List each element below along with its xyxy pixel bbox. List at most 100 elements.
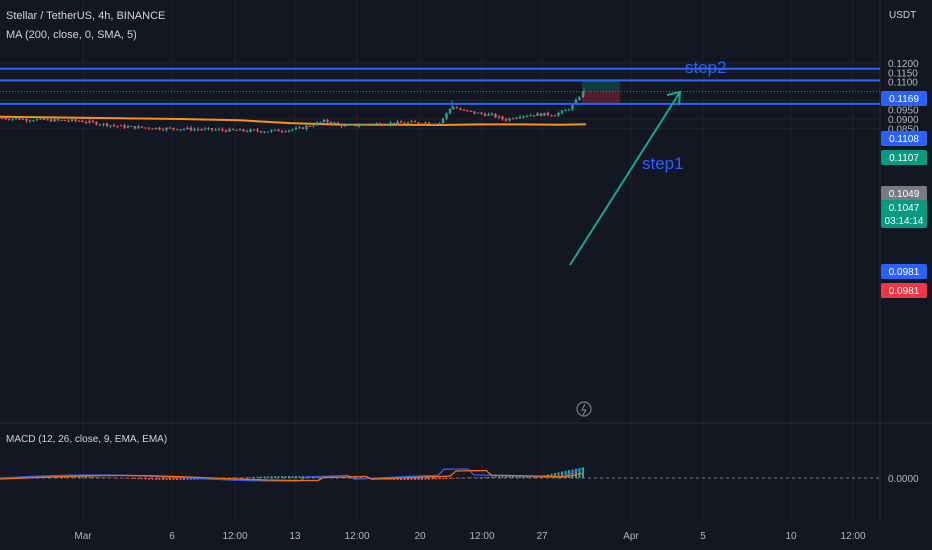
macd-histogram-bar: [498, 476, 500, 478]
price-badge: [881, 150, 927, 165]
macd-histogram-bar: [190, 478, 192, 480]
candle-body: [490, 113, 494, 115]
macd-histogram-bar: [491, 476, 493, 478]
candle-body: [77, 120, 81, 122]
macd-histogram-bar: [431, 478, 434, 480]
candle-body: [567, 109, 571, 111]
macd-histogram-bar: [561, 471, 563, 478]
macd-histogram-bar: [424, 478, 427, 480]
macd-histogram-bar: [176, 478, 178, 480]
price-badge: [881, 131, 927, 146]
candle-body: [42, 118, 46, 120]
candle-body: [448, 108, 452, 114]
horizontal-levels[interactable]: [0, 67, 880, 105]
candle-body: [67, 120, 70, 122]
macd-indicator-label[interactable]: MACD (12, 26, close, 9, EMA, EMA): [6, 434, 168, 445]
candle-body: [35, 119, 39, 121]
candle-body: [459, 108, 462, 110]
candle-body: [49, 119, 53, 122]
macd-histogram-bar: [554, 472, 556, 478]
macd-histogram-bar: [67, 476, 70, 478]
ma-200-line: [0, 115, 587, 126]
time-tick-label: 12:00: [222, 531, 247, 542]
macd-histogram-bar: [106, 477, 108, 478]
candle-body: [175, 129, 179, 131]
loss-zone: [582, 91, 620, 104]
candle-body: [308, 125, 312, 127]
macd-histogram-bar: [417, 478, 420, 480]
candle-body: [511, 118, 515, 120]
candle-body: [4, 118, 7, 120]
candle-body: [501, 116, 504, 120]
macd-histogram-bar: [571, 469, 574, 478]
candle-body: [298, 127, 301, 129]
candle-body: [389, 122, 392, 125]
price-badge-label: 0.1107: [889, 153, 919, 164]
candle-body: [228, 128, 231, 132]
macd-histogram-bar: [487, 476, 490, 478]
macd-histogram-bar: [302, 476, 304, 478]
macd-histogram-bar: [354, 478, 357, 479]
macd-histogram-bar: [260, 476, 262, 478]
price-tick-label: 0.0950: [888, 106, 919, 117]
macd-histogram-bar: [435, 478, 437, 480]
candle-body: [277, 129, 280, 132]
time-tick-label: 12:00: [469, 531, 494, 542]
flash-icon-bolt: [581, 403, 588, 416]
macd-histogram-bar: [459, 478, 462, 479]
macd-histogram-bar: [270, 476, 273, 478]
candle-body: [494, 113, 497, 118]
candle-body: [287, 130, 291, 132]
price-badge-label: 0.1049: [889, 189, 920, 200]
time-tick-label: 12:00: [344, 531, 369, 542]
symbol-title[interactable]: Stellar / TetherUS, 4h, BINANCE: [6, 10, 166, 22]
macd-histogram-bar: [151, 478, 154, 480]
macd-histogram-bar: [148, 478, 150, 480]
macd-histogram-bar: [466, 477, 469, 478]
position-box: [0, 80, 880, 104]
macd-histogram-bar: [519, 476, 521, 478]
macd-histogram-bar: [396, 478, 399, 480]
candle-body: [28, 120, 32, 122]
macd-histogram-bar: [582, 467, 584, 478]
price-badge: [881, 264, 927, 279]
macd-histogram-bar: [246, 477, 248, 478]
ma-indicator-label[interactable]: MA (200, close, 0, SMA, 5): [6, 29, 137, 41]
candle-body: [462, 109, 466, 111]
macd-histogram-bar: [249, 477, 252, 478]
candle-body: [525, 115, 529, 117]
price-badge-countdown: 03:14:14: [885, 216, 924, 227]
candle-body: [515, 117, 518, 119]
candle-body: [497, 116, 501, 118]
candle-body: [522, 116, 525, 118]
macd-histogram-bar: [512, 476, 514, 478]
candle-body: [553, 115, 557, 117]
macd-histogram-bar: [277, 476, 280, 478]
candle-body: [147, 127, 151, 129]
candle-body: [441, 118, 445, 123]
candle-body: [140, 126, 144, 128]
candle-body: [301, 127, 305, 130]
price-badge-label: 0.1169: [889, 94, 919, 105]
candle-body: [56, 119, 60, 121]
candle-body: [193, 129, 196, 131]
candle-body: [424, 122, 427, 125]
macd-histogram-bar: [480, 477, 483, 478]
candle-body: [70, 119, 74, 121]
candle-body: [0, 117, 4, 119]
candle-body: [235, 129, 238, 131]
price-tick-label: 0.1150: [888, 68, 918, 79]
price-badge-label: 0.1108: [889, 134, 919, 145]
candle-body: [109, 125, 112, 127]
candle-body: [25, 118, 28, 121]
candle-body: [560, 110, 564, 113]
candle-body: [39, 118, 42, 120]
candle-body: [217, 129, 221, 131]
candle-body: [186, 127, 189, 130]
macd-histogram-bar: [183, 478, 185, 480]
candle-body: [434, 123, 438, 125]
candle-body: [245, 131, 249, 133]
candle-body: [74, 119, 77, 121]
macd-histogram-bar: [127, 478, 129, 479]
